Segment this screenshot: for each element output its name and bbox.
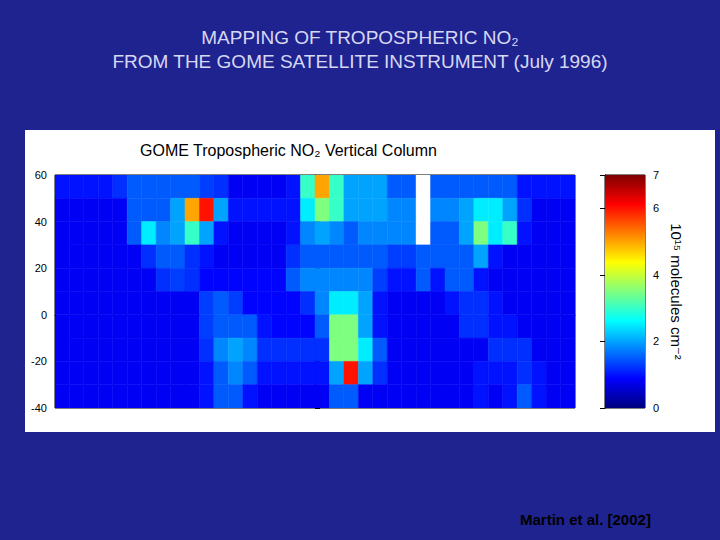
svg-text:2: 2 xyxy=(653,335,659,347)
svg-text:7: 7 xyxy=(653,169,659,181)
svg-text:MAPPING OF TROPOSPHERIC NO₂: MAPPING OF TROPOSPHERIC NO₂ xyxy=(201,27,518,48)
svg-text:Martin et al. [2002]: Martin et al. [2002] xyxy=(520,511,651,528)
svg-text:10¹⁵ molecules cm⁻²: 10¹⁵ molecules cm⁻² xyxy=(668,223,685,360)
svg-text:20: 20 xyxy=(35,262,47,274)
svg-text:40: 40 xyxy=(35,216,47,228)
svg-text:FROM THE GOME SATELLITE INSTRU: FROM THE GOME SATELLITE INSTRUMENT (July… xyxy=(112,51,607,72)
svg-text:4: 4 xyxy=(653,269,659,281)
svg-text:6: 6 xyxy=(653,202,659,214)
svg-text:-40: -40 xyxy=(31,402,47,414)
svg-text:0: 0 xyxy=(653,402,659,414)
svg-text:0: 0 xyxy=(41,309,47,321)
svg-text:GOME Tropospheric NO₂ Vertical: GOME Tropospheric NO₂ Vertical Column xyxy=(140,142,437,159)
svg-text:-20: -20 xyxy=(31,355,47,367)
svg-text:60: 60 xyxy=(35,169,47,181)
